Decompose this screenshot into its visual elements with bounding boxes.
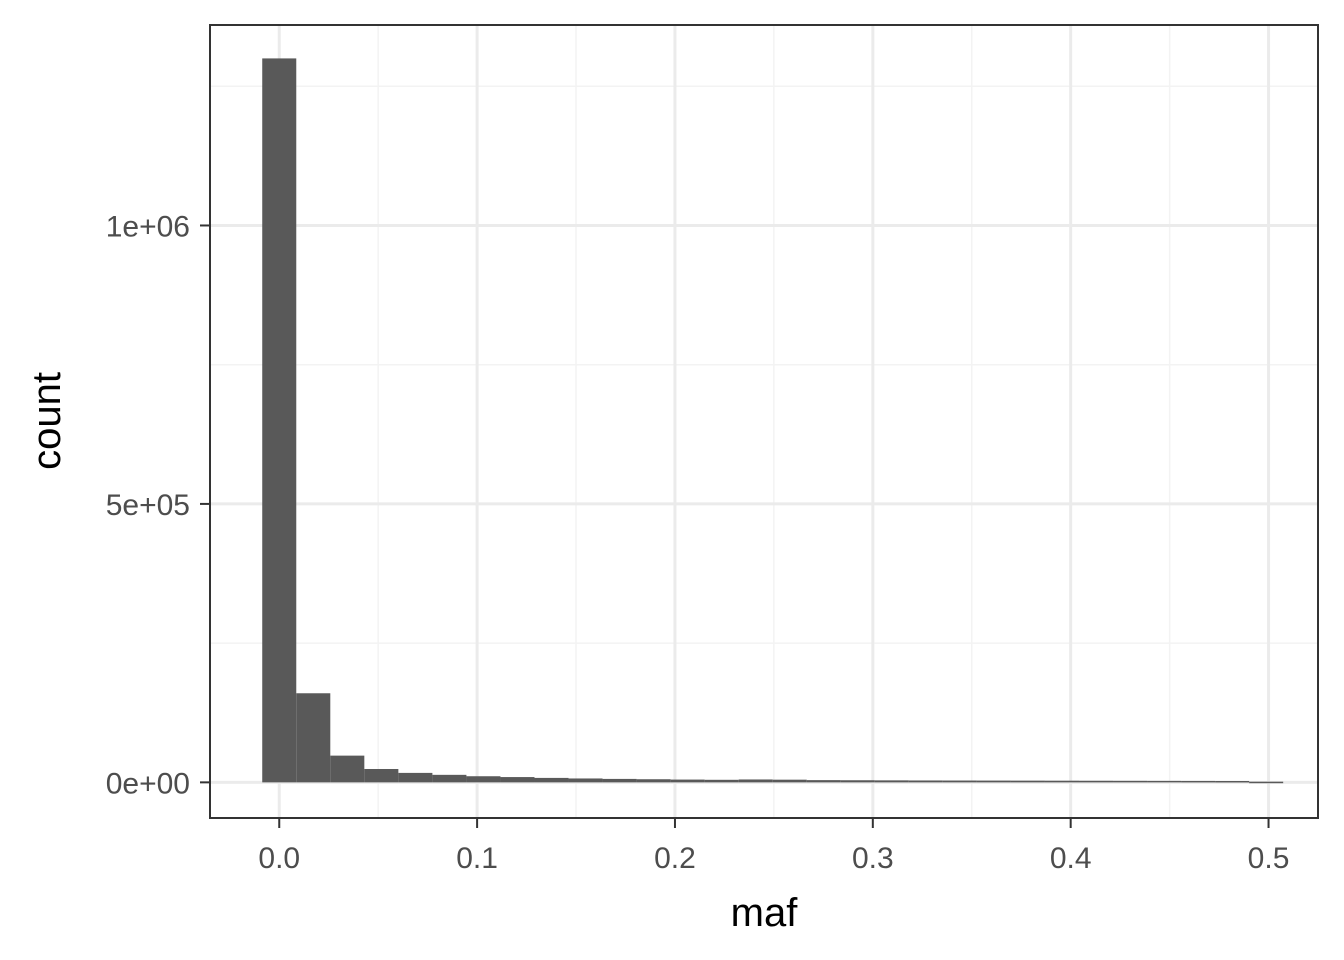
histogram-bar xyxy=(1113,780,1148,783)
y-tick-label: 1e+06 xyxy=(106,210,190,243)
histogram-bar xyxy=(738,779,773,783)
x-tick-label: 0.3 xyxy=(852,842,894,875)
histogram-bar xyxy=(330,755,365,783)
x-tick-label: 0.5 xyxy=(1248,842,1290,875)
histogram-bar xyxy=(398,772,433,783)
x-tick-label: 0.2 xyxy=(654,842,696,875)
histogram-bar xyxy=(636,779,671,783)
histogram-bar xyxy=(534,777,569,783)
histogram-bar xyxy=(466,776,501,783)
histogram-bars xyxy=(262,58,1284,784)
x-axis-ticks: 0.0 0.1 0.2 0.3 0.4 0.5 xyxy=(258,818,1289,875)
minor-gridlines xyxy=(210,25,1318,818)
histogram-bar xyxy=(262,58,297,783)
histogram-bar xyxy=(1010,780,1045,783)
x-axis-title: maf xyxy=(731,891,799,935)
histogram-bar xyxy=(602,778,637,783)
histogram-bar xyxy=(840,780,875,783)
histogram-bar xyxy=(1078,780,1114,783)
y-axis-ticks: 0e+00 5e+05 1e+06 xyxy=(106,210,210,800)
histogram-bar xyxy=(1249,781,1284,784)
histogram-bar xyxy=(806,780,841,783)
histogram-bar xyxy=(908,780,943,783)
y-tick-label: 0e+00 xyxy=(106,767,190,800)
major-gridlines xyxy=(210,25,1318,818)
y-tick-label: 5e+05 xyxy=(106,489,190,522)
histogram-bar xyxy=(1147,780,1182,783)
x-tick-label: 0.1 xyxy=(456,842,498,875)
histogram-bar xyxy=(1215,780,1250,783)
histogram-bar xyxy=(976,780,1011,783)
histogram-bar xyxy=(942,780,977,783)
histogram-bar xyxy=(670,779,705,783)
histogram-bar xyxy=(1181,780,1216,783)
histogram-bar xyxy=(296,693,331,783)
x-tick-label: 0.0 xyxy=(258,842,300,875)
panel-border xyxy=(209,24,1319,819)
x-tick-label: 0.4 xyxy=(1050,842,1092,875)
histogram-bar xyxy=(874,780,909,783)
histogram-bar xyxy=(364,768,399,783)
histogram-bar xyxy=(772,779,807,783)
histogram-bar xyxy=(568,778,603,783)
y-axis-title: count xyxy=(25,372,69,470)
histogram-bar xyxy=(500,777,535,783)
histogram-bar xyxy=(1044,780,1079,783)
histogram-bar xyxy=(432,774,467,783)
histogram-bar xyxy=(704,779,739,783)
